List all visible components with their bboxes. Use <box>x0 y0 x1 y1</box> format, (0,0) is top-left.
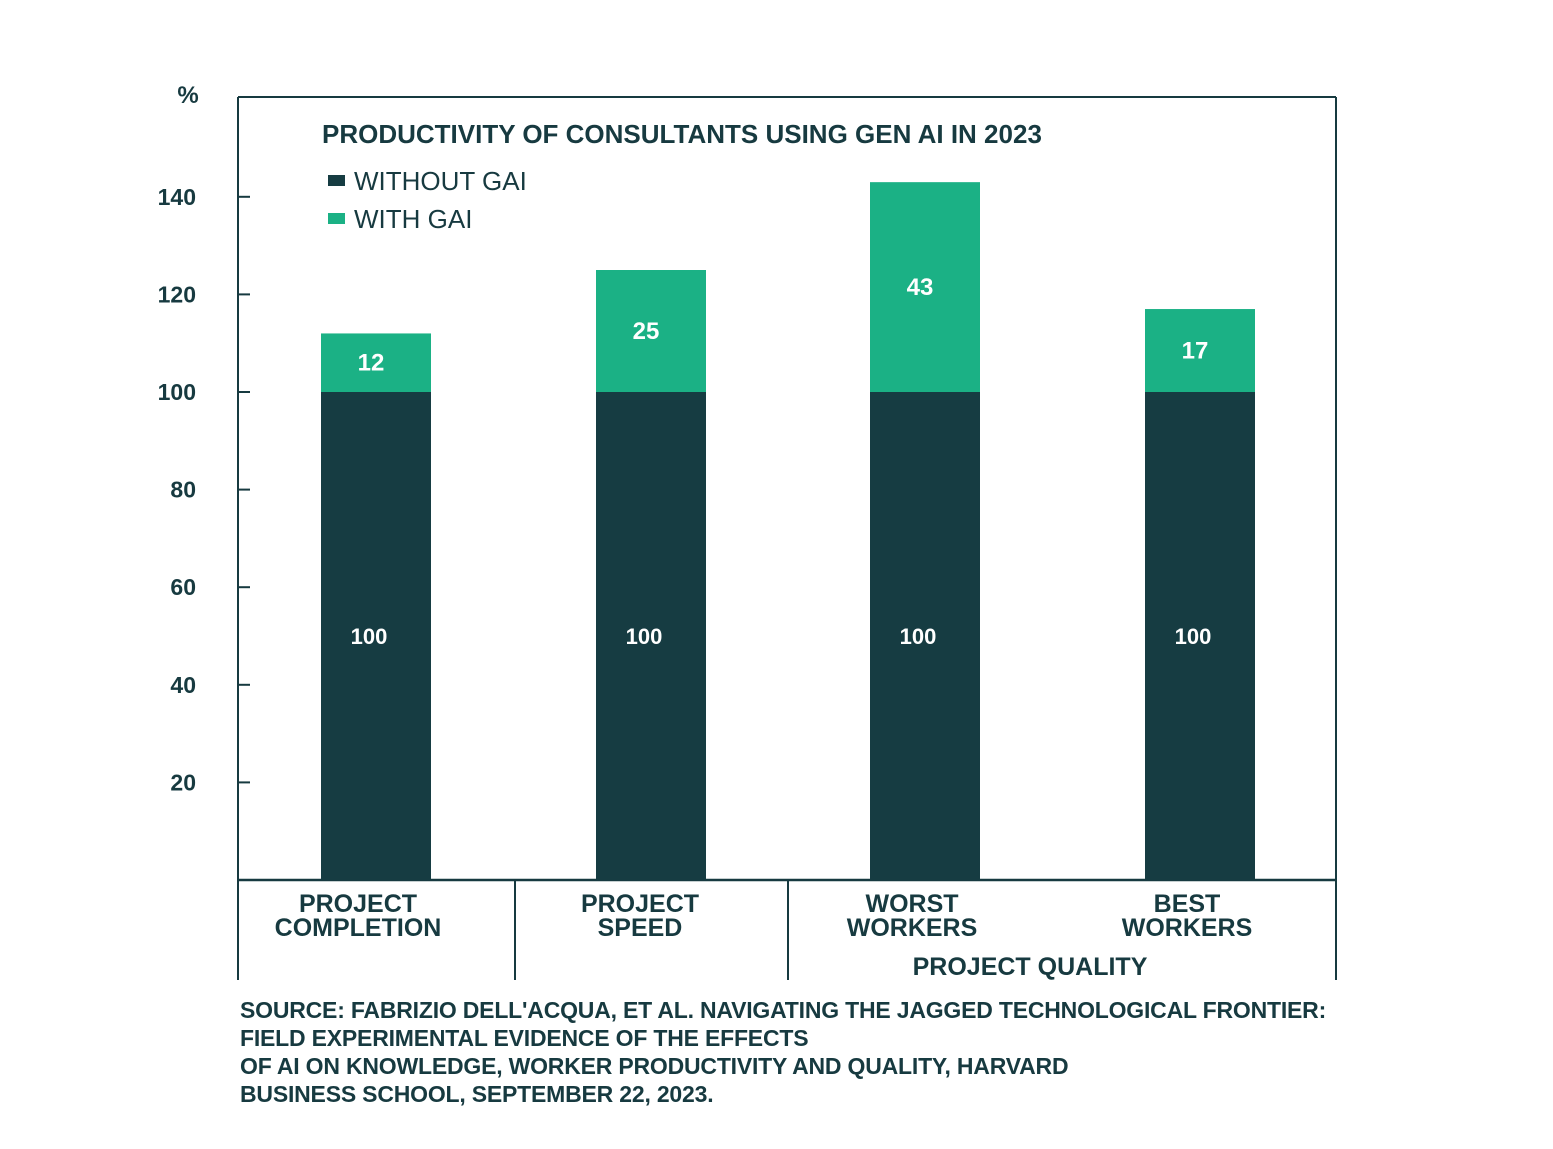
bar-without-gai <box>596 392 706 880</box>
y-tick-label: 40 <box>170 672 196 698</box>
bar-value-label-with-gai: 12 <box>358 350 385 377</box>
x-category-label: WORKERS <box>847 914 978 942</box>
bar-without-gai <box>321 392 431 880</box>
bar-without-gai <box>870 392 980 880</box>
y-tick-label: 80 <box>170 477 196 503</box>
x-category-label: COMPLETION <box>275 914 442 942</box>
bar-value-label-with-gai: 17 <box>1182 338 1209 365</box>
y-tick-label: 60 <box>170 574 196 600</box>
bar-with-gai <box>870 182 980 392</box>
bar-value-label-without-gai: 100 <box>626 624 663 649</box>
x-category-label: WORST <box>865 890 958 918</box>
bar-value-label-without-gai: 100 <box>900 624 937 649</box>
y-tick-label: 140 <box>158 184 196 210</box>
legend-label: WITHOUT GAI <box>354 166 527 196</box>
source-note: SOURCE: FABRIZIO DELL'ACQUA, ET AL. NAVI… <box>240 996 1390 1108</box>
legend-swatch-without-gai <box>328 175 345 186</box>
bar-value-label-with-gai: 43 <box>907 274 934 301</box>
y-tick-label: 120 <box>158 281 196 307</box>
legend-swatch-with-gai <box>328 213 345 224</box>
legend-label: WITH GAI <box>354 204 472 234</box>
source-line: BUSINESS SCHOOL, SEPTEMBER 22, 2023. <box>240 1081 714 1107</box>
bar-value-label-with-gai: 25 <box>633 318 660 345</box>
bar-value-label-without-gai: 100 <box>1175 624 1212 649</box>
bar-with-gai <box>321 333 431 392</box>
source-line: SOURCE: FABRIZIO DELL'ACQUA, ET AL. NAVI… <box>240 997 1327 1023</box>
chart-title: PRODUCTIVITY OF CONSULTANTS USING GEN AI… <box>322 119 1042 149</box>
bar-with-gai <box>596 270 706 392</box>
x-group-label: PROJECT QUALITY <box>913 953 1148 981</box>
bar-value-label-without-gai: 100 <box>351 624 388 649</box>
y-tick-label: 20 <box>170 769 196 795</box>
bar-without-gai <box>1145 392 1255 880</box>
y-tick-label: 100 <box>158 379 196 405</box>
x-category-label: BEST <box>1154 890 1221 918</box>
x-category-label: PROJECT <box>299 890 417 918</box>
source-line: FIELD EXPERIMENTAL EVIDENCE OF THE EFFEC… <box>240 1025 809 1051</box>
x-category-label: WORKERS <box>1122 914 1253 942</box>
source-line: OF AI ON KNOWLEDGE, WORKER PRODUCTIVITY … <box>240 1053 1069 1079</box>
x-category-label: PROJECT <box>581 890 699 918</box>
bar-with-gai <box>1145 309 1255 392</box>
y-axis-unit-label: % <box>177 82 198 109</box>
x-category-label: SPEED <box>598 914 683 942</box>
